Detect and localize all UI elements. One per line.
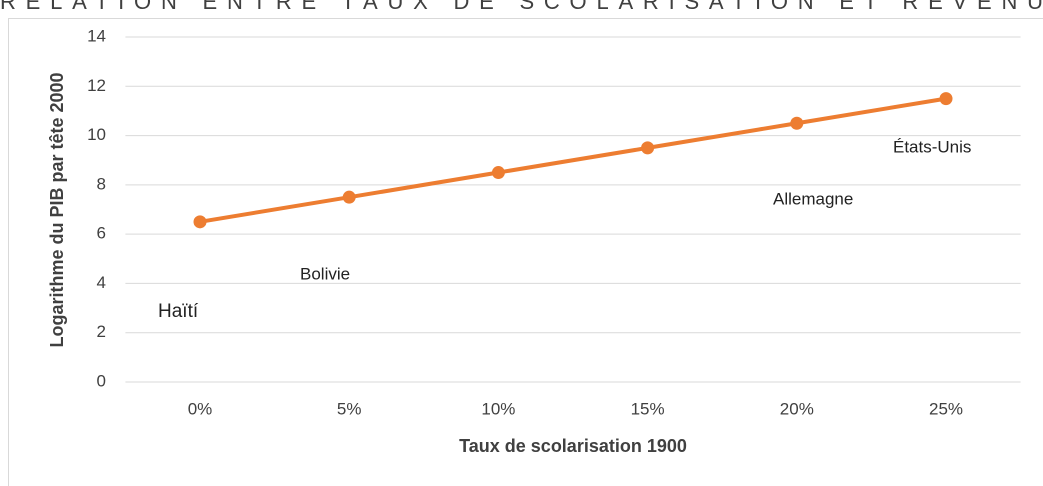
marker [342,190,356,204]
annotation: Allemagne [773,189,853,208]
y-tick-label: 2 [97,322,106,341]
x-tick-label: 25% [929,399,963,418]
marker [491,166,505,180]
marker [939,92,953,106]
line [199,96,947,224]
x-tick-label: 5% [337,399,362,418]
y-tick-label: 10 [87,125,106,144]
marker [641,141,655,155]
y-tick-label: 4 [97,273,106,292]
annotation: Haïtí [158,301,199,322]
marker [193,215,207,229]
y-axis-title: Logarithme du PIB par tête 2000 [47,72,67,347]
y-tick-label: 0 [97,371,106,390]
chart-border [8,18,1043,486]
annotation: États-Unis [893,137,971,156]
x-tick-label: 0% [188,399,213,418]
chart-title: RELATION ENTRE TAUX DE SCOLARISATION ET … [0,0,1043,14]
x-tick-label: 10% [481,399,515,418]
x-tick-label: 20% [780,399,814,418]
y-tick-label: 12 [87,76,106,95]
x-tick-label: 15% [631,399,665,418]
marker [790,116,804,130]
y-tick-label: 8 [97,174,106,193]
y-tick-label: 6 [97,224,106,243]
y-tick-label: 14 [87,26,106,45]
x-axis-title: Taux de scolarisation 1900 [459,436,687,456]
annotation: Bolivie [300,264,350,283]
